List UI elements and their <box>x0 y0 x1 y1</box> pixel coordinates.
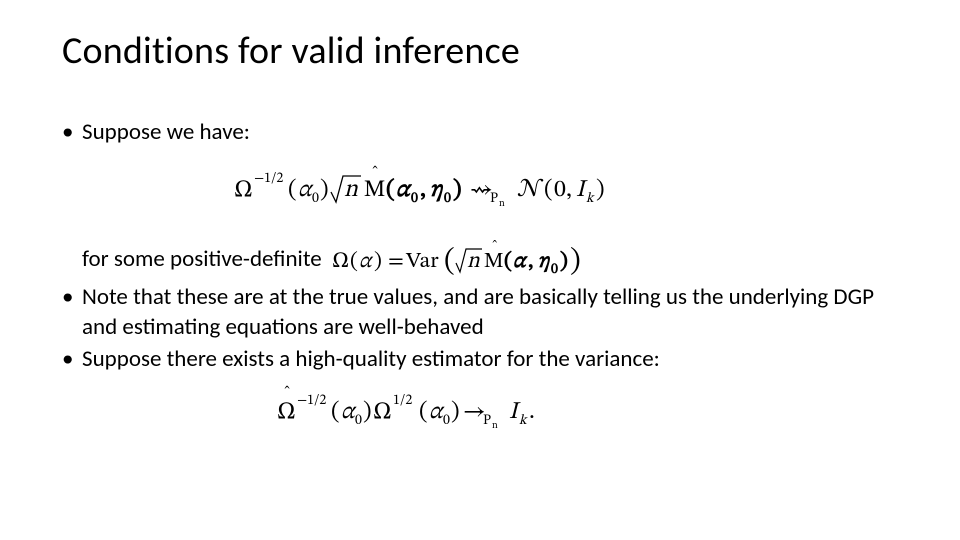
eq2-comma: , <box>528 251 533 273</box>
eq1-rparen2: ) <box>453 177 462 202</box>
eq1-Psub: P <box>490 192 498 206</box>
eq2-eta0-sub: 0 <box>551 263 558 277</box>
slide-container: Conditions for valid inference Suppose w… <box>0 0 960 540</box>
eq1-alpha0b-sub: 0 <box>411 192 418 206</box>
eq3-alpha0a-sub: 0 <box>355 414 362 428</box>
eq3-exp1: −1/2 <box>297 394 326 408</box>
eq1-lparen1: ( <box>288 177 297 202</box>
eq2-eta: η <box>538 251 551 273</box>
eq2-rparen1: ) <box>374 250 382 273</box>
eq3-nsub: n <box>492 421 498 431</box>
eq1-Ncal: 𝒩 <box>517 177 544 203</box>
eq3-omega2: Ω <box>373 400 392 424</box>
slide-title: Conditions for valid inference <box>62 28 910 74</box>
posdef-prefix: for some positive-definite <box>82 245 322 275</box>
eq2-alpha: α <box>359 251 374 273</box>
eq3-Psub: P <box>483 414 491 428</box>
eq1-rparen3: ) <box>596 177 605 202</box>
bullet-2: Note that these are at the true values, … <box>62 283 910 343</box>
equation-1: Ω −1/2 ( α 0 ) n ˆ M ( α 0 , η <box>62 162 910 221</box>
bullet-list: Suppose we have: Ω −1/2 ( α 0 ) n ˆ M ( <box>62 118 910 441</box>
eq3-lparen1: ( <box>331 399 340 424</box>
eq3-dot: . <box>529 400 535 424</box>
eq1-rparen1: ) <box>320 177 329 202</box>
eq3-rparen2: ) <box>451 399 460 424</box>
eq3-lparen2: ( <box>419 399 428 424</box>
eq3-rparen1: ) <box>363 399 372 424</box>
eq1-comma2: , <box>566 178 572 202</box>
eq2-lparen1: ( <box>350 250 358 273</box>
bullet-3: Suppose there exists a high-quality esti… <box>62 345 910 375</box>
eq3-exp2: 1/2 <box>393 394 412 408</box>
eq2-omega: Ω <box>332 251 349 273</box>
eq1-exp1: −1/2 <box>254 172 283 186</box>
eq2-eq: = <box>388 251 404 273</box>
eq3-Ik-k: k <box>519 414 528 428</box>
eq1-zero: 0 <box>554 178 566 202</box>
eq2-rparen2: ) <box>560 249 568 273</box>
bullet-1: Suppose we have: <box>62 118 910 148</box>
eq1-alpha0a-sub: 0 <box>312 192 319 206</box>
eq3-omegahat: Ω <box>277 400 296 424</box>
eq1-eta0-sub: 0 <box>444 192 451 206</box>
eq1-comma1: , <box>420 178 426 202</box>
eq2-sqrt-n: n <box>467 251 480 273</box>
eq2-biglparen: ( <box>444 246 455 277</box>
eq1-omega: Ω <box>234 178 253 202</box>
equation-3: ˆ Ω −1/2 ( α 0 ) Ω 1/2 ( α 0 ) → P n I <box>62 384 910 441</box>
eq2-lparen2: ( <box>504 249 512 273</box>
eq1-lparen2: ( <box>386 177 395 202</box>
eq1-nsub: n <box>499 199 505 209</box>
eq2-alpha2: α <box>513 251 528 273</box>
positive-definite-line: for some positive-definite Ω ( α ) = Var… <box>62 239 638 281</box>
eq2-bigrparen: ) <box>570 246 581 277</box>
eq2-M: M <box>484 251 504 273</box>
eq1-eta: η <box>430 178 444 202</box>
equation-2: Ω ( α ) = Var ( n ˆ M ( α , η 0 ) <box>328 239 638 281</box>
eq1-M: M <box>364 178 385 202</box>
eq2-Var: Var <box>405 251 439 273</box>
eq3-alpha0b-sub: 0 <box>443 414 450 428</box>
eq1-lparen3: ( <box>544 177 553 202</box>
eq1-Ik-k: k <box>586 192 595 206</box>
eq1-sqrt-n: n <box>344 178 358 202</box>
